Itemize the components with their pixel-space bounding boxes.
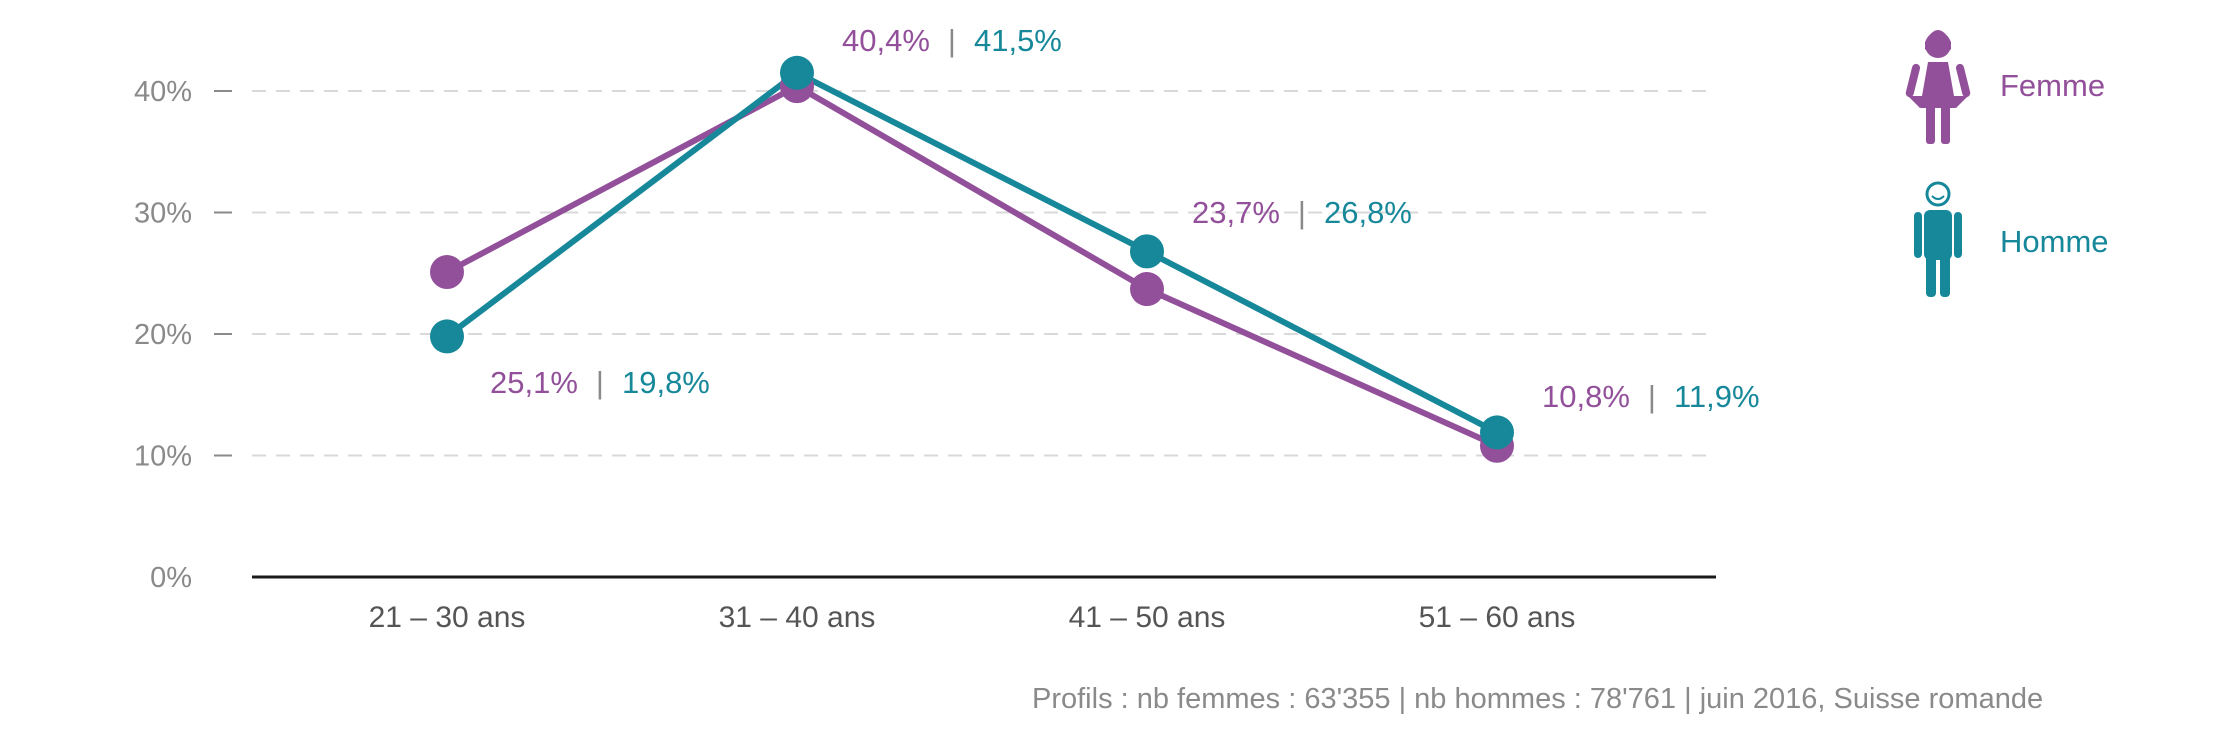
data-label-femme: 40,4% (842, 23, 930, 58)
source-note: Profils : nb femmes : 63'355 | nb hommes… (1032, 683, 2043, 715)
data-label: 25,1% | 19,8% (490, 365, 710, 400)
series-line-femme (445, 83, 1499, 449)
data-label: 23,7% | 26,8% (1192, 195, 1412, 230)
x-tick-label: 51 – 60 ans (1419, 601, 1576, 634)
y-tick-label: 10% (134, 441, 192, 473)
data-point-homme (430, 319, 464, 354)
data-point-femme (430, 255, 464, 290)
y-tick-label: 30% (134, 198, 192, 230)
data-point-homme (780, 55, 814, 90)
data-label-separator: | (1648, 379, 1656, 414)
data-point-homme (1480, 415, 1514, 450)
x-tick-label: 41 – 50 ans (1069, 601, 1226, 634)
data-label-femme: 23,7% (1192, 195, 1280, 230)
man-icon (1914, 181, 1962, 297)
y-tick-label: 0% (150, 562, 192, 594)
data-label: 40,4% | 41,5% (842, 23, 1062, 58)
legend-label-femme: Femme (2000, 68, 2105, 103)
data-label-homme: 19,8% (622, 365, 710, 400)
y-tick-label: 40% (134, 76, 192, 108)
legend-label-homme: Homme (2000, 224, 2109, 259)
x-tick-label: 21 – 30 ans (369, 601, 526, 634)
data-point-femme (1130, 272, 1164, 307)
data-label-separator: | (948, 23, 956, 58)
data-label-homme: 26,8% (1324, 195, 1412, 230)
woman-icon (1905, 30, 1971, 144)
data-label-homme: 11,9% (1674, 379, 1760, 414)
data-label: 10,8% | 11,9% (1542, 379, 1760, 414)
data-label-separator: | (1298, 195, 1306, 230)
data-label-femme: 25,1% (490, 365, 578, 400)
x-tick-label: 31 – 40 ans (719, 601, 876, 634)
data-label-separator: | (596, 365, 604, 400)
data-point-homme (1130, 234, 1164, 269)
data-label-homme: 41,5% (974, 23, 1062, 58)
y-tick-label: 20% (134, 319, 192, 351)
series-line-homme (445, 69, 1499, 436)
data-label-femme: 10,8% (1542, 379, 1630, 414)
legend: Femme Homme (1905, 30, 2109, 297)
